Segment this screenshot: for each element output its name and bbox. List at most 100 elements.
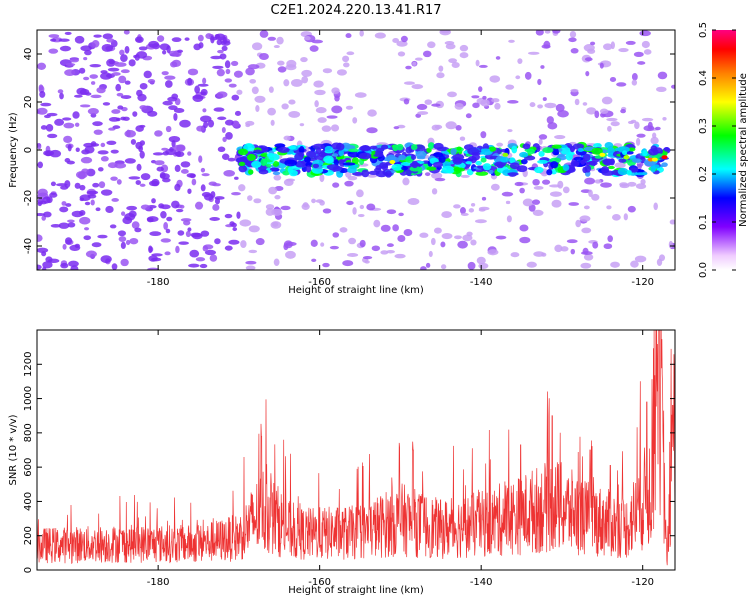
- signal-blob: [411, 154, 417, 160]
- noise-blob: [120, 54, 128, 62]
- noise-blob: [268, 86, 274, 93]
- signal-blob: [538, 151, 545, 157]
- signal-blob: [426, 166, 437, 171]
- noise-blob: [319, 174, 325, 183]
- noise-blob: [606, 117, 618, 122]
- noise-blob: [445, 121, 457, 130]
- signal-blob: [602, 158, 615, 165]
- x-tick-label: -160: [308, 577, 331, 588]
- noise-blob: [89, 63, 102, 68]
- noise-blob: [586, 107, 597, 115]
- noise-blob: [87, 108, 99, 115]
- noise-blob: [359, 239, 366, 248]
- signal-blob: [475, 160, 482, 166]
- noise-blob: [164, 251, 171, 256]
- noise-blob: [100, 156, 109, 162]
- noise-blob: [137, 93, 147, 102]
- signal-blob: [511, 145, 518, 154]
- noise-blob: [194, 201, 204, 210]
- noise-blob: [187, 77, 193, 86]
- signal-blob: [648, 148, 659, 156]
- signal-blob: [315, 147, 322, 155]
- noise-blob: [583, 205, 590, 210]
- noise-blob: [120, 258, 129, 267]
- noise-blob: [69, 58, 80, 63]
- noise-blob: [643, 49, 652, 55]
- noise-blob: [171, 37, 182, 43]
- noise-blob: [336, 69, 347, 76]
- signal-blob: [570, 160, 580, 167]
- signal-blob: [298, 145, 305, 154]
- noise-blob: [641, 117, 654, 122]
- noise-blob: [180, 169, 189, 174]
- noise-blob: [465, 113, 472, 119]
- noise-blob: [213, 107, 225, 112]
- signal-blob: [433, 151, 444, 158]
- noise-blob: [43, 211, 52, 218]
- noise-blob: [110, 149, 119, 154]
- noise-blob: [83, 56, 88, 61]
- noise-blob: [57, 89, 64, 94]
- noise-blob: [424, 99, 433, 105]
- noise-blob: [91, 242, 102, 248]
- y-tick-label: 20: [23, 96, 34, 109]
- signal-blob: [546, 169, 553, 176]
- noise-blob: [554, 135, 566, 140]
- signal-blob: [265, 163, 272, 168]
- noise-blob: [191, 232, 203, 240]
- noise-blob: [233, 120, 239, 125]
- noise-blob: [105, 205, 114, 214]
- noise-blob: [122, 216, 133, 225]
- noise-blob: [467, 261, 476, 270]
- signal-blob: [453, 167, 466, 172]
- noise-blob: [634, 121, 640, 130]
- noise-blob: [139, 150, 145, 159]
- colorbar-label: Normalized spectral amplitude: [738, 73, 749, 227]
- signal-blob: [582, 153, 591, 162]
- snr-y-ticks: 0 200 400 600 800 1000 1200: [23, 352, 675, 573]
- noise-blob: [89, 74, 99, 79]
- noise-blob: [594, 179, 602, 184]
- signal-blob: [332, 166, 343, 171]
- noise-blob: [59, 45, 72, 52]
- noise-blob: [202, 77, 207, 85]
- noise-blob: [433, 227, 442, 234]
- noise-blob: [173, 144, 186, 152]
- noise-blob: [75, 171, 88, 179]
- noise-blob: [234, 176, 239, 180]
- noise-blob: [431, 237, 436, 246]
- noise-blob: [184, 37, 190, 41]
- noise-blob: [233, 70, 243, 78]
- noise-blob: [431, 103, 441, 107]
- noise-blob: [527, 51, 540, 55]
- noise-blob: [616, 82, 627, 87]
- noise-blob: [611, 214, 621, 221]
- noise-blob: [147, 110, 158, 117]
- x-tick-label: -120: [631, 277, 654, 288]
- noise-blob: [533, 251, 545, 257]
- noise-blob: [248, 249, 258, 254]
- noise-blob: [126, 205, 138, 211]
- noise-blob: [230, 60, 239, 66]
- noise-blob: [160, 204, 171, 210]
- noise-blob: [440, 264, 447, 270]
- noise-blob: [229, 221, 235, 227]
- noise-blob: [522, 198, 534, 207]
- noise-blob: [180, 161, 191, 168]
- noise-blob: [204, 249, 217, 256]
- noise-blob: [367, 109, 377, 117]
- noise-blob: [471, 95, 480, 99]
- signal-blob: [629, 167, 639, 173]
- noise-blob: [74, 182, 81, 189]
- noise-blob: [579, 215, 591, 222]
- noise-blob: [121, 211, 126, 216]
- y-tick-label: 0: [23, 147, 34, 153]
- noise-blob: [247, 64, 260, 70]
- noise-blob: [447, 91, 457, 98]
- signal-blob: [593, 143, 602, 149]
- noise-blob: [135, 141, 143, 150]
- noise-blob: [668, 240, 673, 249]
- noise-blob: [524, 71, 532, 80]
- noise-blob: [91, 81, 96, 85]
- noise-blob: [362, 255, 373, 260]
